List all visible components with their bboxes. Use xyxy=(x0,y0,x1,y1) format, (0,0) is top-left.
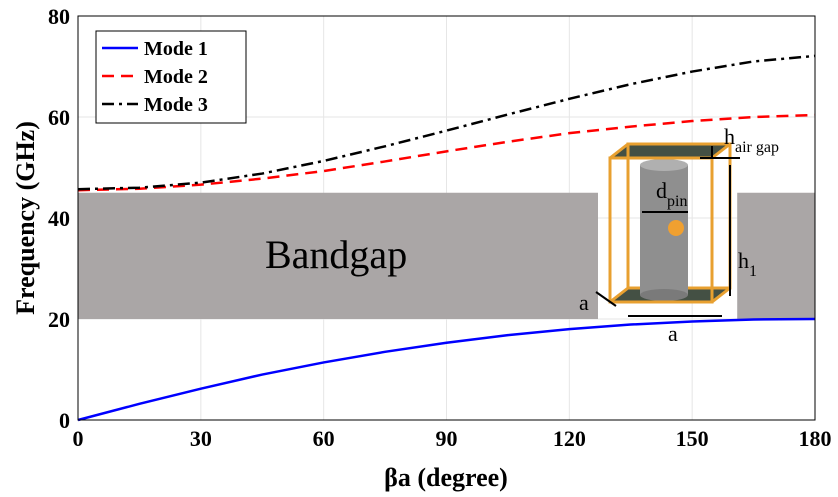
legend-label: Mode 1 xyxy=(144,38,208,60)
port xyxy=(668,220,684,236)
annotation: h xyxy=(724,124,735,149)
annotation: 1 xyxy=(749,263,757,280)
annotation: a xyxy=(668,321,678,346)
x-tick-label: 120 xyxy=(553,426,586,451)
x-tick-label: 0 xyxy=(73,426,84,451)
pin-bottom xyxy=(640,289,688,301)
annotation: pin xyxy=(667,193,687,210)
x-tick-label: 180 xyxy=(799,426,832,451)
pin-top xyxy=(640,159,688,171)
annotation: air gap xyxy=(735,139,779,156)
legend: Mode 1 Mode 2 Mode 3 xyxy=(96,31,246,123)
legend-label: Mode 2 xyxy=(144,66,208,88)
y-axis-label: Frequency (GHz) xyxy=(11,121,40,315)
y-tick-label: 0 xyxy=(59,408,70,433)
annotation: d xyxy=(656,178,667,203)
y-tick-label: 60 xyxy=(48,105,70,130)
y-tick-label: 40 xyxy=(48,206,70,231)
y-tick-label: 20 xyxy=(48,307,70,332)
chart: 0306090120150180020406080 Mode 1Mode 2Mo… xyxy=(0,0,838,497)
x-axis-label: βa (degree) xyxy=(384,463,508,492)
x-tick-label: 150 xyxy=(676,426,709,451)
annotation: h xyxy=(738,248,749,273)
x-tick-label: 90 xyxy=(436,426,458,451)
annotation: a xyxy=(579,290,589,315)
x-tick-label: 30 xyxy=(190,426,212,451)
y-tick-label: 80 xyxy=(48,4,70,29)
annotation: Bandgap xyxy=(265,232,407,277)
legend-label: Mode 3 xyxy=(144,94,208,116)
x-tick-label: 60 xyxy=(313,426,335,451)
